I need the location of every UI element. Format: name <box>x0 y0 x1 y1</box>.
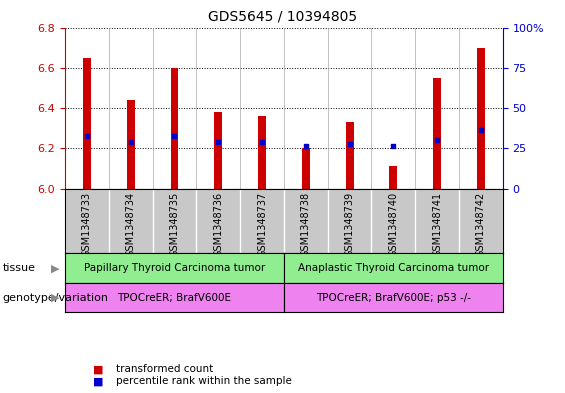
Bar <box>127 100 134 189</box>
Bar <box>171 68 179 189</box>
Text: GSM1348740: GSM1348740 <box>388 192 398 257</box>
Point <box>82 133 92 140</box>
Text: GSM1348742: GSM1348742 <box>476 192 486 257</box>
Text: ▶: ▶ <box>51 263 59 273</box>
Text: GSM1348741: GSM1348741 <box>432 192 442 257</box>
Bar <box>83 58 91 189</box>
Point <box>126 139 135 145</box>
Text: ■: ■ <box>93 376 104 386</box>
Point <box>214 139 223 145</box>
Text: TPOCreER; BrafV600E: TPOCreER; BrafV600E <box>118 293 232 303</box>
Text: GSM1348734: GSM1348734 <box>125 192 136 257</box>
Text: Papillary Thyroid Carcinoma tumor: Papillary Thyroid Carcinoma tumor <box>84 263 265 273</box>
Point <box>476 127 485 133</box>
Point <box>258 139 267 145</box>
Point <box>389 143 398 149</box>
Text: ▶: ▶ <box>51 293 59 303</box>
Text: GSM1348736: GSM1348736 <box>213 192 223 257</box>
Bar <box>389 167 397 189</box>
Text: ■: ■ <box>93 364 104 375</box>
Text: GSM1348738: GSM1348738 <box>301 192 311 257</box>
Text: GSM1348733: GSM1348733 <box>82 192 92 257</box>
Bar <box>433 78 441 189</box>
Text: percentile rank within the sample: percentile rank within the sample <box>116 376 292 386</box>
Text: genotype/variation: genotype/variation <box>3 293 109 303</box>
Bar <box>214 112 222 189</box>
Text: tissue: tissue <box>3 263 36 273</box>
Point <box>170 133 179 140</box>
Text: TPOCreER; BrafV600E; p53 -/-: TPOCreER; BrafV600E; p53 -/- <box>316 293 471 303</box>
Bar <box>346 122 354 189</box>
Text: GSM1348735: GSM1348735 <box>170 192 180 257</box>
Point <box>345 141 354 147</box>
Point <box>301 143 310 149</box>
Text: Anaplastic Thyroid Carcinoma tumor: Anaplastic Thyroid Carcinoma tumor <box>298 263 489 273</box>
Text: GSM1348739: GSM1348739 <box>345 192 355 257</box>
Bar <box>477 48 485 189</box>
Bar <box>258 116 266 189</box>
Point <box>433 137 442 143</box>
Text: transformed count: transformed count <box>116 364 213 375</box>
Bar <box>302 148 310 189</box>
Text: GSM1348737: GSM1348737 <box>257 192 267 257</box>
Text: GDS5645 / 10394805: GDS5645 / 10394805 <box>208 10 357 24</box>
